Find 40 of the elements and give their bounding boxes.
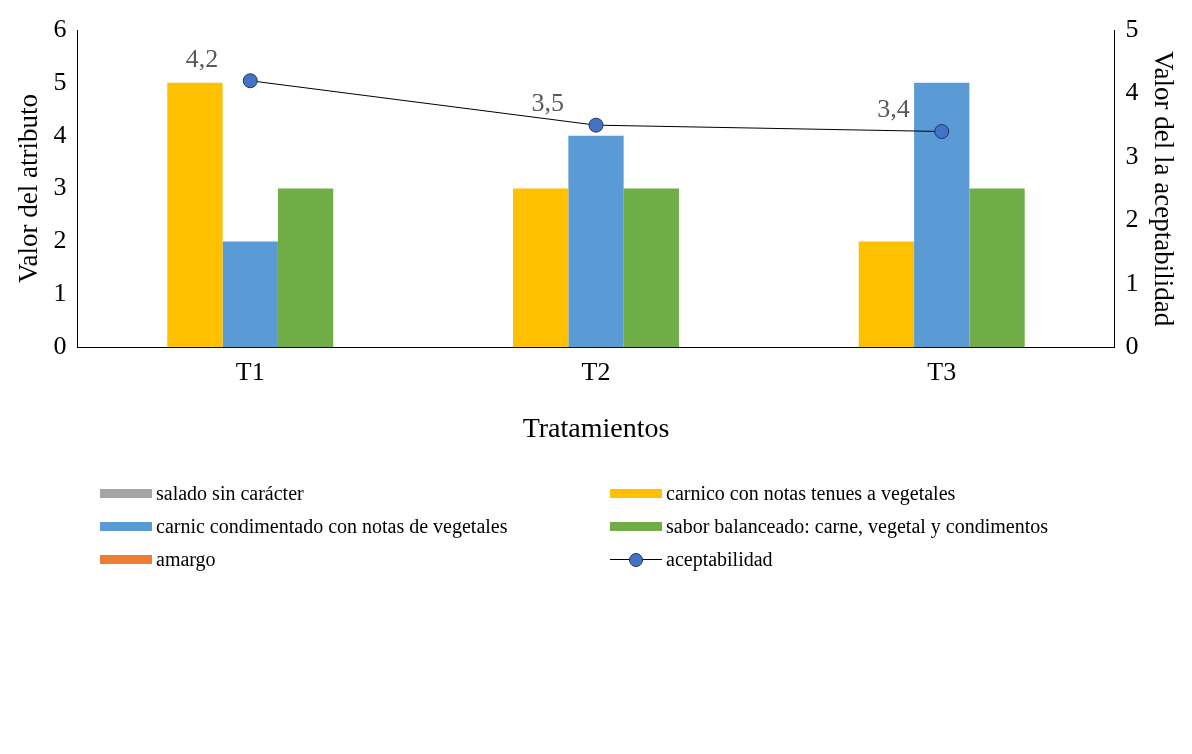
bar	[222, 241, 278, 348]
y-tick-label: 1	[53, 278, 67, 308]
y2-tick-label: 2	[1125, 204, 1139, 234]
y-axis-title: Valor del atributo	[13, 94, 44, 284]
y2-axis-title: Valor del la aceptabilidad	[1148, 51, 1179, 327]
legend-label: amargo	[156, 548, 216, 571]
y-tick-label: 4	[53, 119, 67, 149]
y2-tick-label: 5	[1125, 13, 1139, 43]
bar	[858, 241, 915, 348]
legend-label: sabor balanceado: carne, vegetal y condimentos	[666, 515, 1049, 538]
data-label: 3,5	[531, 87, 564, 117]
bar	[914, 82, 970, 348]
y2-tick-label: 3	[1125, 140, 1139, 170]
legend-label: carnic condimentado con notas de vegetales	[156, 515, 508, 538]
x-tick-label: T3	[927, 356, 957, 386]
point	[588, 117, 604, 133]
y-tick-label: 6	[53, 13, 67, 43]
y-tick-label: 3	[53, 172, 67, 202]
data-label: 4,2	[185, 43, 219, 73]
bar	[623, 188, 679, 348]
y-tick-label: 0	[53, 331, 67, 361]
y2-tick-label: 4	[1125, 77, 1139, 107]
x-tick-label: T1	[235, 356, 265, 386]
x-tick-label: T2	[581, 356, 611, 386]
legend-label: carnico con notas tenues a vegetales	[666, 482, 956, 505]
point	[242, 73, 258, 89]
legend-label: aceptabilidad	[666, 548, 773, 571]
legend-label: salado sin carácter	[156, 482, 304, 505]
data-label: 3,4	[877, 94, 910, 124]
bar	[277, 188, 334, 348]
y2-tick-label: 1	[1125, 267, 1139, 297]
bar	[568, 135, 624, 348]
x-axis-title: Tratamientos	[522, 411, 670, 443]
bar	[969, 188, 1025, 348]
bar	[167, 82, 223, 348]
y-tick-label: 2	[53, 225, 67, 255]
point	[934, 124, 950, 139]
bar	[513, 188, 569, 348]
y-tick-label: 5	[53, 66, 67, 96]
y2-tick-label: 0	[1125, 331, 1139, 361]
